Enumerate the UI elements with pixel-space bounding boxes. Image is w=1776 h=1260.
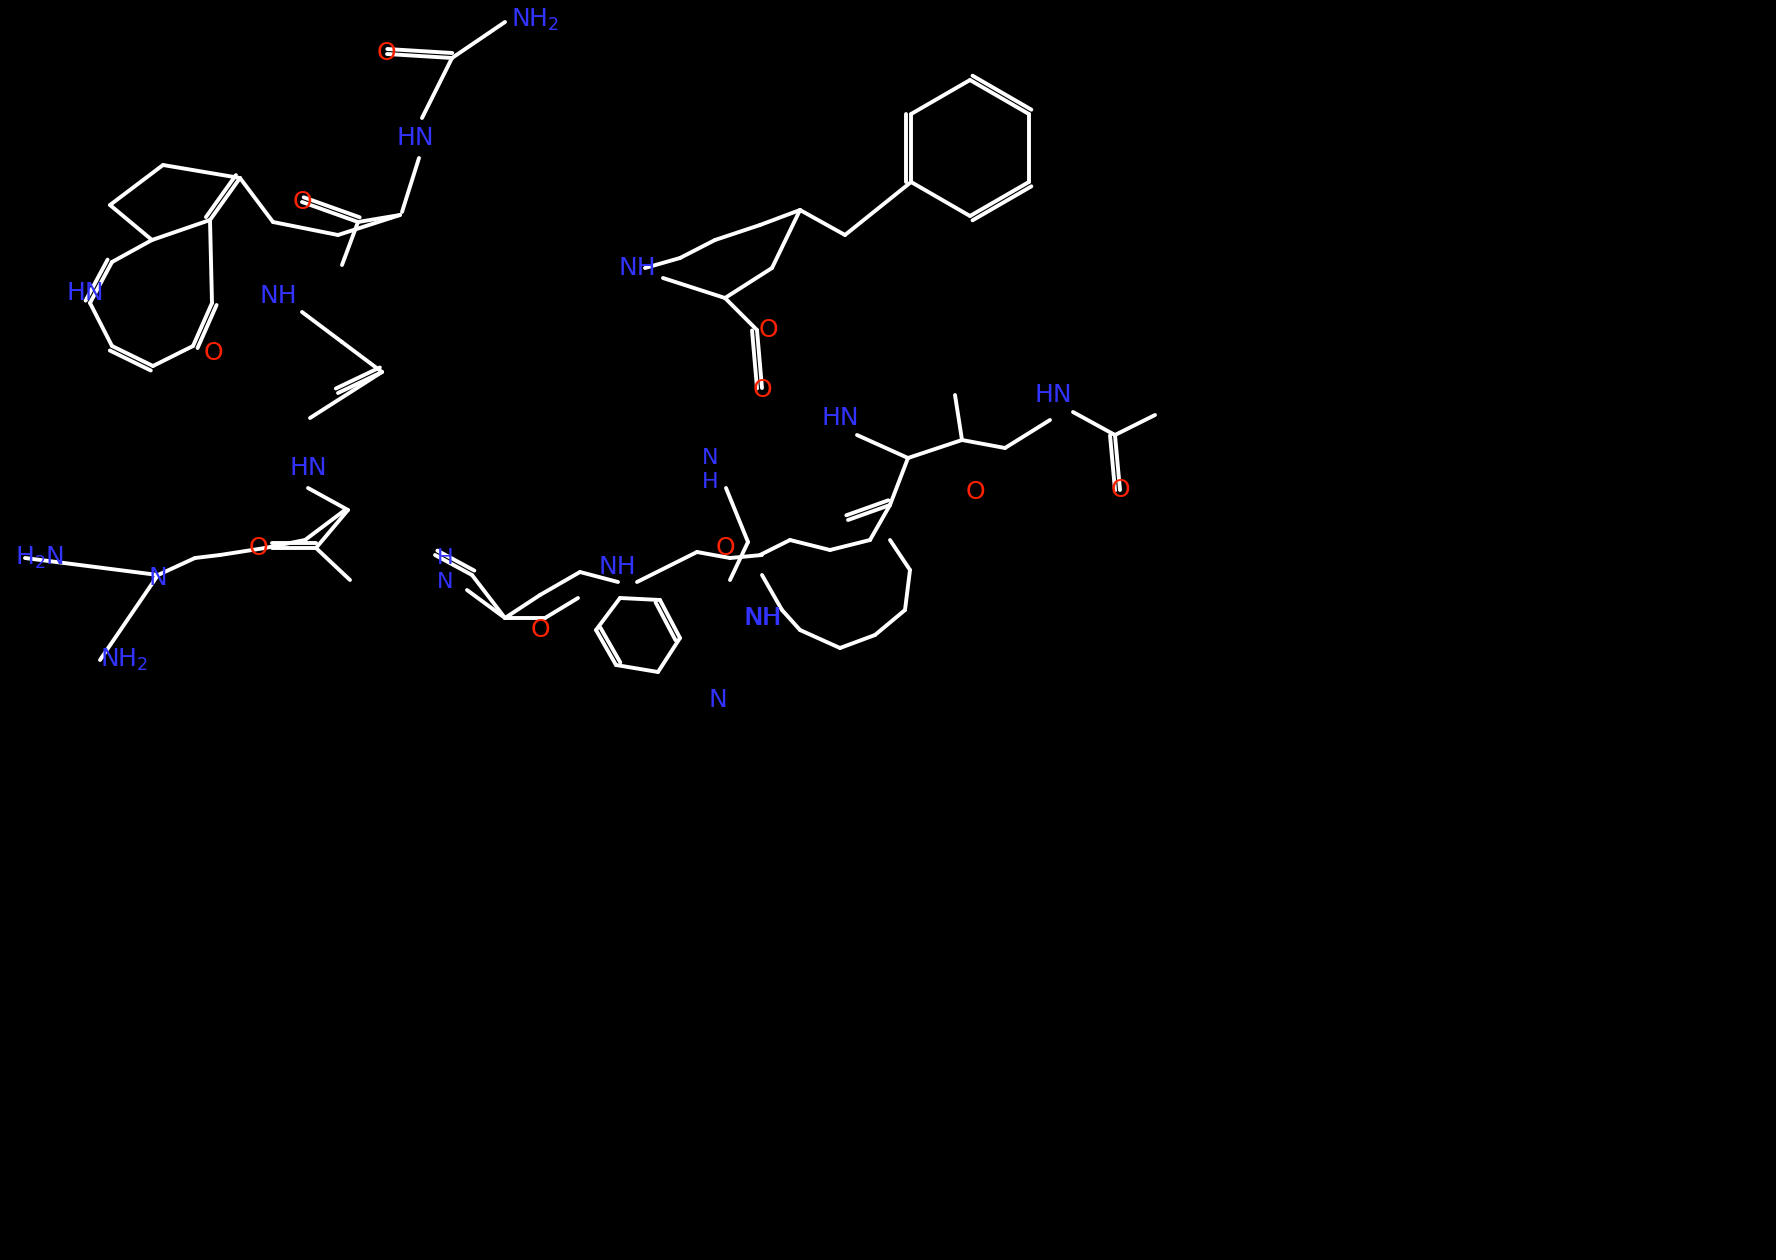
Text: HN: HN [1034,383,1071,407]
Text: HN: HN [66,281,103,305]
Text: NH: NH [744,606,781,630]
Text: O: O [1110,478,1130,501]
Text: NH: NH [599,554,636,580]
Text: N
H: N H [702,449,718,491]
Text: O: O [293,190,313,214]
Text: HN: HN [289,456,327,480]
Text: NH$_2$: NH$_2$ [511,6,559,33]
Text: O: O [753,378,773,402]
Text: N: N [709,688,728,712]
Text: NH$_2$: NH$_2$ [99,646,147,673]
Text: O: O [202,341,222,365]
Text: O: O [716,536,735,559]
Text: H$_2$N: H$_2$N [14,544,64,571]
Text: H
N: H N [437,548,453,592]
Text: O: O [377,42,396,66]
Text: NH: NH [742,606,781,630]
Text: HN: HN [396,126,433,150]
Text: NH: NH [259,284,297,307]
Text: O: O [531,617,551,643]
Text: O: O [249,536,268,559]
Text: O: O [758,318,778,341]
Text: N: N [149,566,167,590]
Text: NH: NH [618,256,655,280]
Text: O: O [964,480,986,504]
Text: HN: HN [821,406,860,430]
